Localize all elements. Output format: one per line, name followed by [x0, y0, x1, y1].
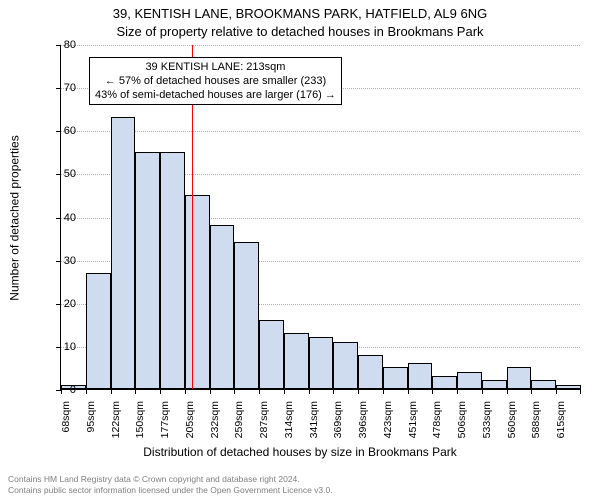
xtick-mark	[284, 389, 285, 394]
xtick-label: 150sqm	[135, 401, 145, 447]
histogram-bar	[309, 337, 334, 389]
xtick-label: 287sqm	[259, 401, 269, 447]
xtick-mark	[556, 389, 557, 394]
xtick-label: 533sqm	[482, 401, 492, 447]
histogram-bar	[358, 355, 383, 390]
xtick-label: 506sqm	[457, 401, 467, 447]
xtick-label: 259sqm	[234, 401, 244, 447]
xtick-mark	[408, 389, 409, 394]
xtick-label: 205sqm	[185, 401, 195, 447]
plot-area: 39 KENTISH LANE: 213sqm← 57% of detached…	[60, 45, 580, 390]
histogram-bar	[408, 363, 433, 389]
ytick-label: 70	[46, 83, 76, 93]
annotation-box: 39 KENTISH LANE: 213sqm← 57% of detached…	[89, 57, 342, 105]
xtick-mark	[507, 389, 508, 394]
histogram-bar	[457, 372, 482, 389]
xtick-mark	[135, 389, 136, 394]
chart-title-line2: Size of property relative to detached ho…	[0, 24, 600, 39]
xtick-label: 341sqm	[309, 401, 319, 447]
histogram-bar	[333, 342, 358, 389]
xtick-label: 369sqm	[333, 401, 343, 447]
xtick-label: 68sqm	[61, 401, 71, 447]
xtick-mark	[358, 389, 359, 394]
xtick-mark	[580, 389, 581, 394]
xtick-label: 451sqm	[408, 401, 418, 447]
y-axis-label-wrap: Number of detached properties	[6, 45, 24, 390]
y-axis-label: Number of detached properties	[8, 135, 22, 300]
histogram-bar	[556, 385, 581, 389]
ytick-label: 50	[46, 169, 76, 179]
xtick-mark	[234, 389, 235, 394]
annotation-line: ← 57% of detached houses are smaller (23…	[95, 74, 336, 88]
histogram-bar	[135, 152, 160, 389]
xtick-mark	[309, 389, 310, 394]
histogram-bar	[234, 242, 259, 389]
xtick-mark	[482, 389, 483, 394]
xtick-label: 314sqm	[284, 401, 294, 447]
xtick-label: 615sqm	[556, 401, 566, 447]
annotation-line: 39 KENTISH LANE: 213sqm	[95, 60, 336, 74]
gridline	[61, 131, 580, 132]
histogram-bar	[86, 273, 111, 389]
xtick-label: 232sqm	[210, 401, 220, 447]
histogram-bar	[482, 380, 507, 389]
histogram-bar	[383, 367, 408, 389]
histogram-bar	[284, 333, 309, 389]
ytick-label: 10	[46, 342, 76, 352]
ytick-label: 0	[46, 385, 76, 395]
xtick-label: 122sqm	[111, 401, 121, 447]
xtick-mark	[531, 389, 532, 394]
gridline	[61, 45, 580, 46]
ytick-label: 30	[46, 256, 76, 266]
footer-line1: Contains HM Land Registry data © Crown c…	[8, 474, 333, 485]
histogram-bar	[507, 367, 532, 389]
histogram-bar	[185, 195, 210, 389]
chart-title-line1: 39, KENTISH LANE, BROOKMANS PARK, HATFIE…	[0, 6, 600, 21]
xtick-mark	[432, 389, 433, 394]
xtick-label: 478sqm	[432, 401, 442, 447]
xtick-mark	[333, 389, 334, 394]
xtick-mark	[86, 389, 87, 394]
xtick-label: 95sqm	[86, 401, 96, 447]
histogram-bar	[432, 376, 457, 389]
ytick-label: 60	[46, 126, 76, 136]
xtick-label: 177sqm	[160, 401, 170, 447]
xtick-label: 423sqm	[383, 401, 393, 447]
ytick-label: 40	[46, 213, 76, 223]
xtick-label: 396sqm	[358, 401, 368, 447]
ytick-label: 20	[46, 299, 76, 309]
ytick-label: 80	[46, 40, 76, 50]
footer-attribution: Contains HM Land Registry data © Crown c…	[8, 474, 333, 496]
xtick-mark	[457, 389, 458, 394]
xtick-mark	[160, 389, 161, 394]
histogram-bar	[210, 225, 235, 389]
footer-line2: Contains public sector information licen…	[8, 485, 333, 496]
histogram-bar	[111, 117, 136, 389]
histogram-bar	[160, 152, 185, 389]
xtick-mark	[111, 389, 112, 394]
xtick-mark	[185, 389, 186, 394]
xtick-label: 560sqm	[507, 401, 517, 447]
histogram-bar	[259, 320, 284, 389]
xtick-label: 588sqm	[531, 401, 541, 447]
xtick-mark	[383, 389, 384, 394]
chart-container: 39, KENTISH LANE, BROOKMANS PARK, HATFIE…	[0, 0, 600, 500]
xtick-mark	[210, 389, 211, 394]
xtick-mark	[259, 389, 260, 394]
histogram-bar	[531, 380, 556, 389]
x-axis-label: Distribution of detached houses by size …	[0, 445, 600, 459]
annotation-line: 43% of semi-detached houses are larger (…	[95, 88, 336, 102]
